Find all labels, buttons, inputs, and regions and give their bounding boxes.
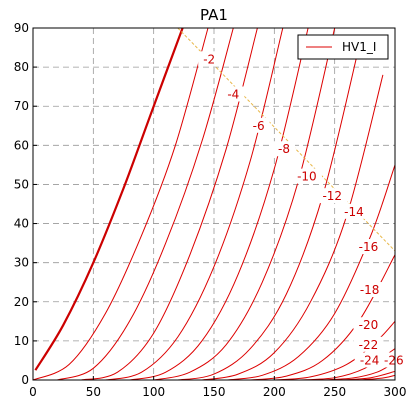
x-tick-label: 150 xyxy=(203,385,226,399)
x-tick-label: 250 xyxy=(323,385,346,399)
curve-label: -4 xyxy=(227,87,239,101)
curve-label: -24 xyxy=(360,353,380,367)
y-tick-label: 10 xyxy=(14,334,29,348)
y-tick-label: 0 xyxy=(21,373,29,387)
curve-label-bg xyxy=(317,188,348,204)
curve-vg-minus-6 xyxy=(81,28,258,380)
y-tick-label: 70 xyxy=(14,99,29,113)
curve-vg-0 xyxy=(34,28,184,371)
legend: HV1_I xyxy=(297,34,389,60)
y-tick-label: 40 xyxy=(14,217,29,231)
y-axis-ticks: 0 10 20 30 40 50 60 70 80 90 xyxy=(14,21,37,387)
curve-label: -20 xyxy=(359,318,379,332)
curve-label-bg xyxy=(354,352,385,368)
curve-label-bg xyxy=(378,352,409,368)
curve-label: -2 xyxy=(203,52,215,66)
curve-labels: -2 -4 -6 -8 -10 -12-14 -16 -18 -20 -22-24 -26 xyxy=(198,51,409,368)
curve-label: -12 xyxy=(322,189,342,203)
curve-vg-minus-2 xyxy=(33,28,209,380)
chart-title: PA1 xyxy=(200,6,228,24)
curve-label: -10 xyxy=(297,170,317,184)
curve-label-bg xyxy=(222,86,245,102)
legend-label: HV1_I xyxy=(342,40,376,54)
x-axis-ticks: 0 50 100 150 200 250 300 xyxy=(29,376,406,399)
curve-label-bg xyxy=(353,317,384,333)
curve-label: -16 xyxy=(359,240,379,254)
curve-label-bg xyxy=(272,141,295,157)
x-tick-label: 100 xyxy=(142,385,165,399)
y-tick-label: 30 xyxy=(14,256,29,270)
curve-label-bg xyxy=(247,117,270,133)
curve-vg-minus-16 xyxy=(201,74,384,380)
x-tick-label: 0 xyxy=(29,385,37,399)
curve-vg-minus-12 xyxy=(153,28,336,380)
curve-label-bg xyxy=(354,282,385,298)
curve-label-bg xyxy=(353,239,384,255)
curve-label: -22 xyxy=(359,338,379,352)
curve-label-bg xyxy=(198,51,221,67)
curve-label: -14 xyxy=(344,205,364,219)
y-tick-label: 90 xyxy=(14,21,29,35)
x-tick-label: 50 xyxy=(86,385,101,399)
x-tick-label: 200 xyxy=(263,385,286,399)
y-tick-label: 80 xyxy=(14,60,29,74)
curve-label-bg xyxy=(338,203,369,219)
curve-vg-minus-18 xyxy=(226,164,395,380)
x-tick-label: 300 xyxy=(384,385,407,399)
y-tick-label: 20 xyxy=(14,295,29,309)
plate-curves xyxy=(33,28,395,380)
curve-label-bg xyxy=(291,168,322,184)
curve-vg-minus-10 xyxy=(129,28,309,380)
y-tick-label: 60 xyxy=(14,138,29,152)
curve-label-bg xyxy=(353,336,384,352)
curve-vg-minus-14 xyxy=(177,47,360,380)
curve-label: -8 xyxy=(278,142,290,156)
curve-vg-minus-20 xyxy=(250,254,395,380)
curve-label: -6 xyxy=(253,119,265,133)
y-tick-label: 50 xyxy=(14,177,29,191)
curve-label: -18 xyxy=(360,283,380,297)
curve-label: -26 xyxy=(384,353,404,367)
curve-vg-minus-22 xyxy=(274,320,395,380)
curve-vg-minus-4 xyxy=(56,28,234,380)
